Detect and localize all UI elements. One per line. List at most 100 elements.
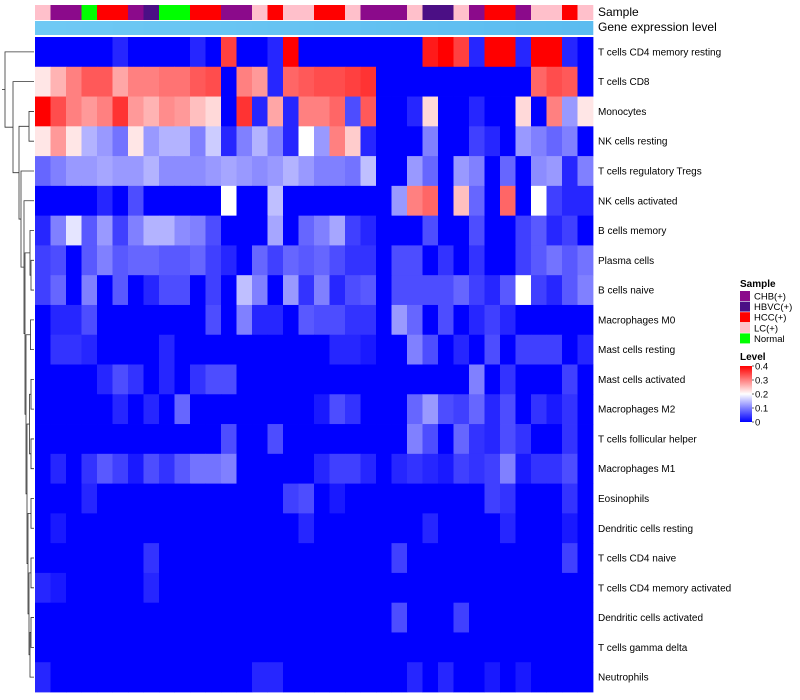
sample-annotation-cell [531,5,547,20]
heatmap-cell [221,37,237,68]
heatmap-cell [531,215,547,246]
heatmap-cell [376,424,392,455]
heatmap-cell [112,215,129,246]
heatmap-cell [50,66,67,97]
heatmap-cell [391,96,408,127]
heatmap-cell [205,364,222,395]
heatmap-cell [500,602,516,633]
heatmap-cell [267,156,284,187]
heatmap-cell [128,96,144,127]
heatmap-cell [112,572,129,604]
heatmap-cell [66,632,82,663]
level-legend-tick-label: 0 [755,418,760,429]
heatmap-cell [407,37,423,68]
heatmap-cell [81,453,98,484]
heatmap-cell [546,215,563,246]
heatmap-cell [236,96,253,127]
sample-annotation-cell [422,5,439,20]
heatmap-cell [205,424,222,455]
heatmap-cell [500,245,516,276]
heatmap-cell [453,364,470,395]
row-label: Macrophages M2 [598,405,676,416]
heatmap-cell [50,156,67,187]
heatmap-cell [252,334,268,365]
heatmap-cell [159,364,175,395]
heatmap-cell [112,275,129,306]
heatmap-cell [298,543,315,574]
row-label: T cells gamma delta [598,643,688,654]
heatmap-cell [422,453,439,484]
heatmap-cell [190,334,206,365]
heatmap-cell [407,572,423,604]
heatmap-cell [143,543,160,574]
heatmap-cell [422,66,439,97]
heatmap-cell [190,572,206,604]
gene-expression-annotation-cell [50,21,67,35]
sample-annotation-cell [143,5,160,20]
heatmap-cell [298,66,315,97]
heatmap-cell [577,275,594,306]
heatmap-cells [35,37,594,693]
heatmap-cell [97,572,113,604]
heatmap-cell [391,632,408,663]
heatmap-cell [314,424,330,455]
sample-annotation-cell [484,5,501,20]
heatmap-cell [391,453,408,484]
dendrogram-branch [30,557,34,589]
heatmap-cell [345,572,361,604]
heatmap-cell [205,245,222,276]
heatmap-cell [97,245,113,276]
heatmap-cell [484,513,501,544]
heatmap-cell [438,275,454,306]
sample-annotation-cell [515,5,532,20]
heatmap-cell [329,126,346,157]
heatmap-cell [298,96,315,127]
heatmap-cell [97,185,113,217]
heatmap-cell [221,572,237,604]
heatmap-cell [236,572,253,604]
heatmap-cell [484,453,501,484]
gene-expression-annotation-cell [546,21,563,35]
heatmap-cell [190,156,206,187]
heatmap-cell [484,334,501,365]
heatmap-cell [546,156,563,187]
heatmap-cell [407,275,423,306]
heatmap-cell [531,275,547,306]
heatmap-cell [438,304,454,336]
heatmap-cell [391,602,408,633]
heatmap-cell [267,245,284,276]
heatmap-cell [577,156,594,187]
heatmap-cell [143,245,160,276]
gene-expression-annotation-cell [66,21,82,35]
heatmap-cell [531,66,547,97]
gene-expression-annotation-cell [407,21,423,35]
heatmap-cell [283,364,299,395]
heatmap-cell [376,394,392,425]
heatmap-cell [407,304,423,336]
heatmap-cell [81,662,98,693]
heatmap-cell [515,394,532,425]
sample-annotation-cell [298,5,315,20]
heatmap-cell [128,364,144,395]
heatmap-cell [500,572,516,604]
heatmap-cell [221,126,237,157]
heatmap-cell [546,245,563,276]
heatmap-cell [469,245,485,276]
heatmap-cell [314,156,330,187]
heatmap-cell [97,66,113,97]
heatmap-cell [376,662,392,693]
heatmap-cell [66,364,82,395]
heatmap-cell [81,602,98,633]
heatmap-cell [97,126,113,157]
heatmap-cell [267,185,284,217]
heatmap-cell [484,156,501,187]
heatmap-cell [422,275,439,306]
heatmap-cell [112,453,129,484]
heatmap-cell [252,602,268,633]
heatmap-cell [546,513,563,544]
heatmap-cell [314,572,330,604]
heatmap-cell [546,37,563,68]
heatmap-cell [128,602,144,633]
heatmap-cell [407,513,423,544]
sample-annotation-cell [128,5,144,20]
